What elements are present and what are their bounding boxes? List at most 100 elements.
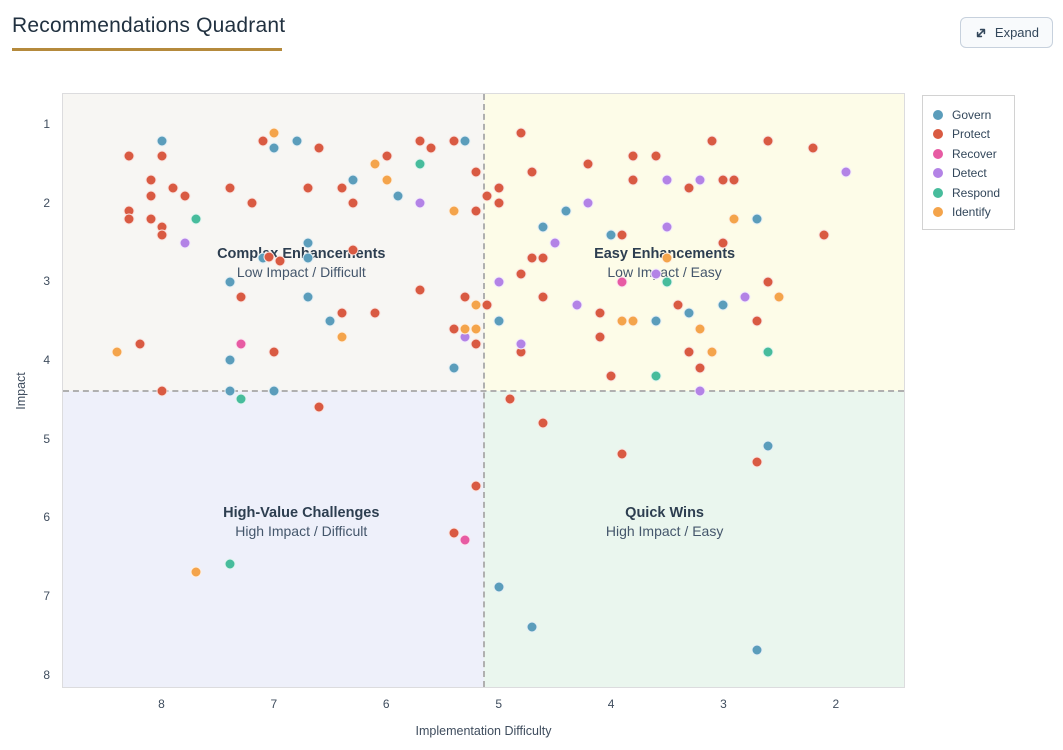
data-point-protect[interactable] <box>627 174 639 186</box>
data-point-identify[interactable] <box>728 213 740 225</box>
data-point-protect[interactable] <box>448 527 460 539</box>
data-point-identify[interactable] <box>661 252 673 264</box>
data-point-protect[interactable] <box>594 331 606 343</box>
data-point-identify[interactable] <box>268 127 280 139</box>
data-point-detect[interactable] <box>515 338 527 350</box>
data-point-identify[interactable] <box>459 323 471 335</box>
data-point-identify[interactable] <box>190 566 202 578</box>
data-point-recover[interactable] <box>235 338 247 350</box>
data-point-protect[interactable] <box>616 229 628 241</box>
data-point-protect[interactable] <box>526 252 538 264</box>
data-point-protect[interactable] <box>123 213 135 225</box>
data-point-protect[interactable] <box>414 135 426 147</box>
data-point-protect[interactable] <box>672 299 684 311</box>
data-point-respond[interactable] <box>661 276 673 288</box>
data-point-protect[interactable] <box>605 370 617 382</box>
data-point-protect[interactable] <box>381 150 392 162</box>
data-point-govern[interactable] <box>717 299 729 311</box>
data-point-detect[interactable] <box>549 237 561 249</box>
data-point-govern[interactable] <box>537 221 549 233</box>
data-point-detect[interactable] <box>661 221 673 233</box>
data-point-protect[interactable] <box>537 291 549 303</box>
legend-item-govern[interactable]: Govern <box>933 105 1004 125</box>
data-point-identify[interactable] <box>336 331 348 343</box>
data-point-govern[interactable] <box>448 362 460 374</box>
data-point-protect[interactable] <box>313 401 325 413</box>
data-point-govern[interactable] <box>291 135 303 147</box>
legend-item-respond[interactable]: Respond <box>933 183 1004 203</box>
data-point-protect[interactable] <box>728 174 740 186</box>
data-point-protect[interactable] <box>627 150 639 162</box>
legend-item-protect[interactable]: Protect <box>933 125 1004 145</box>
data-point-govern[interactable] <box>324 315 336 327</box>
data-point-detect[interactable] <box>571 299 583 311</box>
data-point-protect[interactable] <box>448 135 460 147</box>
data-point-protect[interactable] <box>156 385 168 397</box>
data-point-protect[interactable] <box>694 362 706 374</box>
data-point-protect[interactable] <box>145 190 157 201</box>
data-point-protect[interactable] <box>526 166 538 178</box>
data-point-protect[interactable] <box>807 142 819 154</box>
data-point-respond[interactable] <box>190 213 202 225</box>
data-point-protect[interactable] <box>145 213 157 225</box>
data-point-respond[interactable] <box>235 393 247 405</box>
data-point-identify[interactable] <box>381 174 392 186</box>
data-point-protect[interactable] <box>762 276 774 288</box>
data-point-govern[interactable] <box>560 205 572 217</box>
data-point-protect[interactable] <box>504 393 516 405</box>
data-point-protect[interactable] <box>470 338 482 350</box>
legend-item-recover[interactable]: Recover <box>933 144 1004 164</box>
data-point-protect[interactable] <box>257 135 269 147</box>
data-point-govern[interactable] <box>224 385 236 397</box>
data-point-protect[interactable] <box>134 338 146 350</box>
data-point-detect[interactable] <box>694 385 706 397</box>
data-point-protect[interactable] <box>751 456 763 468</box>
data-point-detect[interactable] <box>650 268 662 280</box>
data-point-protect[interactable] <box>616 448 628 460</box>
legend-item-identify[interactable]: Identify <box>933 203 1004 223</box>
data-point-detect[interactable] <box>739 291 751 303</box>
data-point-protect[interactable] <box>156 229 168 241</box>
data-point-respond[interactable] <box>650 370 662 382</box>
data-point-govern[interactable] <box>683 307 695 319</box>
legend-item-detect[interactable]: Detect <box>933 164 1004 184</box>
data-point-govern[interactable] <box>751 213 763 225</box>
data-point-detect[interactable] <box>840 166 852 178</box>
data-point-protect[interactable] <box>336 307 348 319</box>
data-point-protect[interactable] <box>515 127 527 139</box>
data-point-govern[interactable] <box>605 229 617 241</box>
data-point-protect[interactable] <box>683 182 695 194</box>
data-point-govern[interactable] <box>493 315 505 327</box>
data-point-protect[interactable] <box>347 197 359 209</box>
data-point-govern[interactable] <box>302 252 314 264</box>
data-point-detect[interactable] <box>414 197 426 209</box>
data-point-govern[interactable] <box>392 190 404 201</box>
data-point-protect[interactable] <box>414 284 426 296</box>
data-point-identify[interactable] <box>694 323 706 335</box>
data-point-protect[interactable] <box>145 174 157 186</box>
data-point-protect[interactable] <box>246 197 258 209</box>
data-point-protect[interactable] <box>268 346 280 358</box>
data-point-protect[interactable] <box>224 182 236 194</box>
data-point-protect[interactable] <box>167 182 179 194</box>
data-point-protect[interactable] <box>582 158 594 170</box>
data-point-identify[interactable] <box>706 346 718 358</box>
data-point-detect[interactable] <box>694 174 706 186</box>
data-point-govern[interactable] <box>650 315 662 327</box>
data-point-protect[interactable] <box>347 244 359 256</box>
data-point-protect[interactable] <box>650 150 662 162</box>
data-point-recover[interactable] <box>616 276 628 288</box>
data-point-govern[interactable] <box>526 621 538 633</box>
data-point-protect[interactable] <box>302 182 314 194</box>
data-point-protect[interactable] <box>448 323 460 335</box>
data-point-govern[interactable] <box>268 385 280 397</box>
data-point-protect[interactable] <box>470 480 482 492</box>
data-point-identify[interactable] <box>470 323 482 335</box>
data-point-govern[interactable] <box>347 174 359 186</box>
data-point-protect[interactable] <box>481 190 493 201</box>
data-point-protect[interactable] <box>762 135 774 147</box>
data-point-protect[interactable] <box>717 174 729 186</box>
data-point-protect[interactable] <box>515 268 527 280</box>
data-point-govern[interactable] <box>762 440 774 452</box>
data-point-govern[interactable] <box>302 237 314 249</box>
